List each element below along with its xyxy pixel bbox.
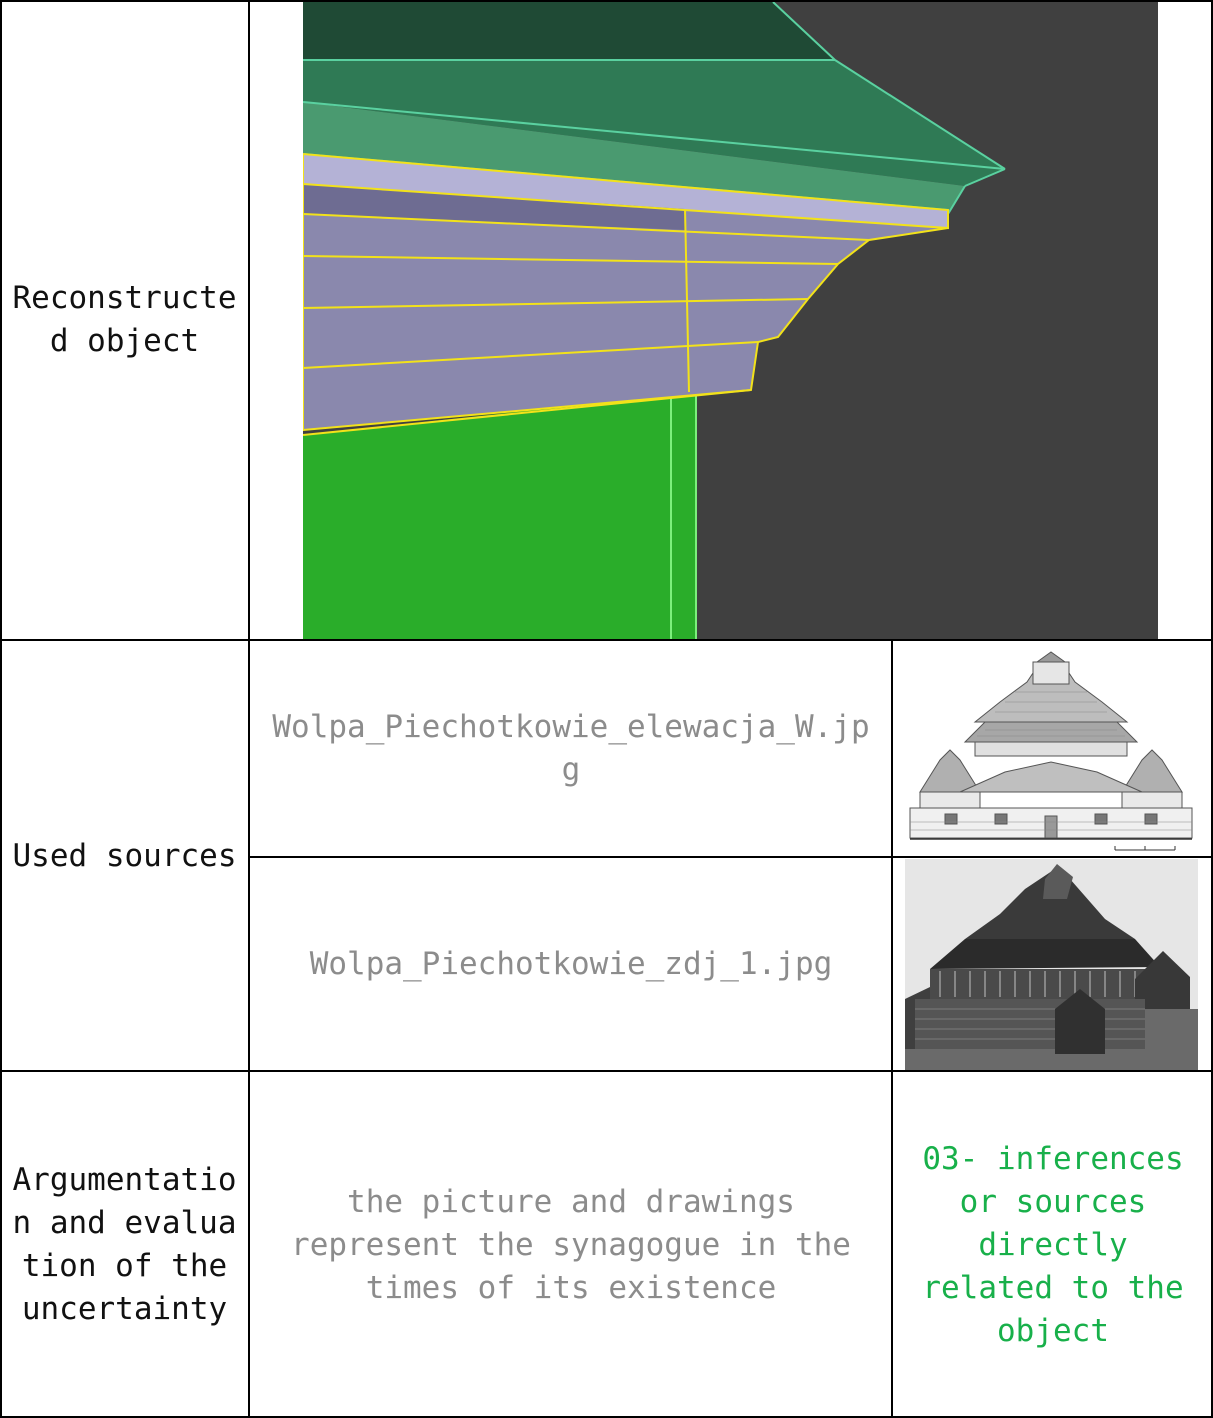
row-divider: [249, 856, 1213, 858]
table-border: [0, 0, 2, 1418]
roof-slope: [303, 60, 1005, 186]
row-divider: [0, 639, 1213, 641]
uncertainty-category: 03- inferences or sources directly relat…: [922, 1140, 1184, 1349]
table-border: [1211, 0, 1213, 1418]
source-filename: Wolpa_Piechotkowie_zdj_1.jpg: [309, 945, 833, 982]
cornice-profile: [303, 184, 948, 430]
cornice-top-band: [303, 154, 948, 228]
roof-upper: [303, 2, 835, 60]
table-border: [0, 1416, 1213, 1418]
argumentation-label: Argumentation and evaluation of the unce…: [12, 1162, 237, 1327]
row-divider: [0, 1070, 1213, 1072]
source-filename: Wolpa_Piechotkowie_elewacja_W.jpg: [272, 709, 870, 788]
argumentation-text: the picture and drawings represent the s…: [291, 1183, 851, 1306]
column-divider: [891, 640, 893, 1418]
column-divider: [248, 0, 250, 1418]
roof-eave: [303, 102, 965, 214]
reconstructed-object-label: Reconstructed object: [12, 280, 237, 359]
used-sources-label: Used sources: [12, 837, 237, 874]
table-border: [0, 0, 1213, 2]
source-thumbnail-elevation[interactable]: [905, 642, 1197, 856]
wall-face: [303, 395, 696, 639]
reconstruction-render: [303, 2, 1158, 639]
source-thumbnail-photo[interactable]: [905, 859, 1198, 1070]
